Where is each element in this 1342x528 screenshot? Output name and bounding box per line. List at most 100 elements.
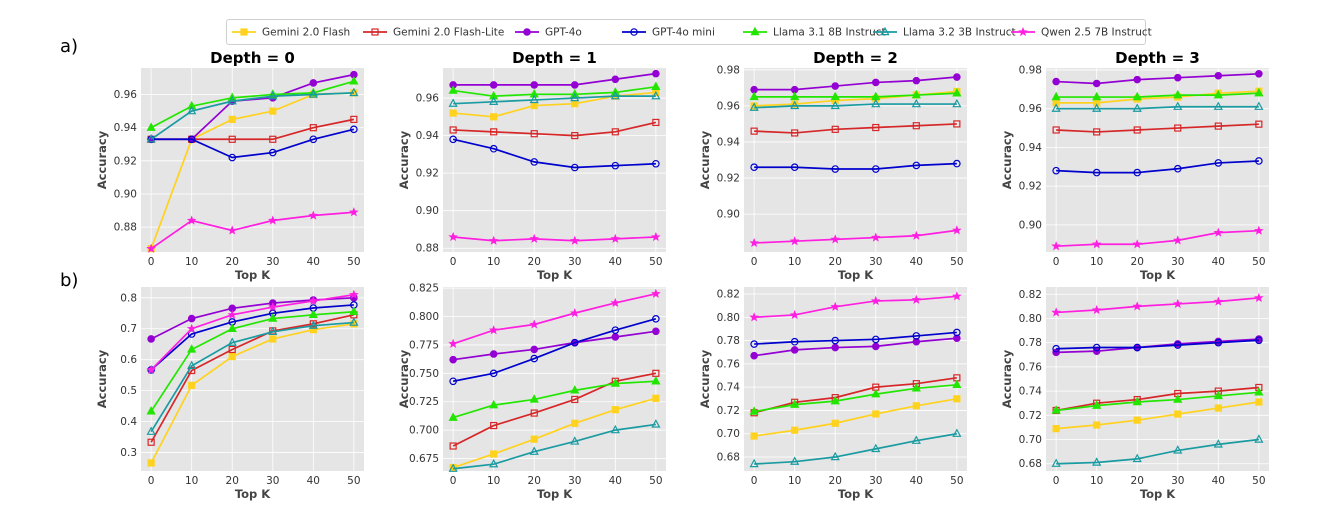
data-point-gemini-2-0-flash bbox=[611, 406, 619, 414]
data-point-gpt-4o-mini bbox=[489, 369, 498, 378]
row-label-b: b) bbox=[60, 270, 79, 291]
series-line-gemini-2-0-flash-lite bbox=[150, 314, 355, 443]
series-line-qwen-2-5-7b-instruct bbox=[1056, 297, 1259, 314]
data-point-gpt-4o bbox=[570, 81, 579, 89]
data-point-gemini-2-0-flash-lite bbox=[1214, 122, 1222, 130]
y-axis-label: Accuracy bbox=[397, 349, 411, 408]
data-point-llama-3-1-8b-instruct bbox=[1132, 396, 1142, 406]
data-point-llama-3-1-8b-instruct bbox=[651, 376, 661, 385]
data-point-qwen-2-5-7b-instruct bbox=[349, 289, 359, 299]
data-point-gpt-4o-mini bbox=[309, 135, 318, 144]
data-point-gpt-4o bbox=[871, 342, 880, 351]
data-point-llama-3-1-8b-instruct bbox=[570, 385, 580, 394]
data-point-gpt-4o bbox=[1133, 75, 1142, 84]
data-point-gpt-4o-mini bbox=[831, 336, 840, 345]
y-tick-label: 0.96 bbox=[717, 100, 741, 112]
x-tick-label: 0 bbox=[148, 475, 155, 487]
series-line-llama-3-2-3b-instruct bbox=[453, 423, 656, 470]
data-point-gpt-4o-mini bbox=[489, 144, 498, 153]
y-axis-label: Accuracy bbox=[698, 349, 712, 408]
x-tick-label: 10 bbox=[788, 475, 801, 487]
series-line-qwen-2-5-7b-instruct bbox=[453, 236, 656, 242]
chart-title: Depth = 0 bbox=[210, 49, 295, 67]
data-point-qwen-2-5-7b-instruct bbox=[830, 301, 841, 311]
data-point-qwen-2-5-7b-instruct bbox=[267, 215, 278, 225]
data-point-qwen-2-5-7b-instruct bbox=[1132, 301, 1143, 311]
legend-label-gpt-4o: GPT-4o bbox=[545, 27, 582, 39]
x-tick-label: 50 bbox=[649, 475, 662, 487]
data-point-gpt-4o-mini bbox=[871, 165, 880, 173]
y-axis-label: Accuracy bbox=[397, 130, 411, 189]
data-point-gpt-4o-mini bbox=[1092, 168, 1101, 177]
data-point-qwen-2-5-7b-instruct bbox=[610, 297, 621, 307]
data-point-gemini-2-0-flash-lite bbox=[449, 126, 457, 134]
data-point-qwen-2-5-7b-instruct bbox=[267, 302, 278, 312]
series-line-gemini-2-0-flash bbox=[1056, 90, 1259, 104]
data-point-gpt-4o bbox=[611, 75, 620, 84]
x-tick-label: 10 bbox=[1090, 475, 1103, 487]
legend-marker-qwen-2-5-7b-instruct bbox=[1018, 26, 1028, 37]
y-tick-label: 0.90 bbox=[717, 209, 740, 221]
data-point-gpt-4o bbox=[953, 73, 961, 81]
data-point-qwen-2-5-7b-instruct bbox=[911, 294, 922, 304]
data-point-gemini-2-0-flash bbox=[490, 450, 498, 458]
data-point-llama-3-2-3b-instruct bbox=[489, 458, 499, 468]
data-point-gpt-4o bbox=[652, 69, 660, 78]
data-point-qwen-2-5-7b-instruct bbox=[789, 236, 800, 246]
series-line-llama-3-2-3b-instruct bbox=[1056, 438, 1259, 465]
data-point-llama-3-2-3b-instruct bbox=[1051, 458, 1061, 467]
series-line-gpt-4o bbox=[754, 337, 957, 357]
data-point-gpt-4o-mini bbox=[1052, 166, 1060, 175]
series-line-gpt-4o-mini bbox=[150, 304, 354, 371]
y-tick-label: 0.70 bbox=[717, 428, 740, 440]
data-point-llama-3-2-3b-instruct bbox=[610, 90, 620, 100]
x-tick-label: 0 bbox=[450, 256, 457, 268]
x-tick-label: 20 bbox=[829, 475, 842, 487]
data-point-gpt-4o-mini bbox=[449, 377, 457, 386]
data-point-gemini-2-0-flash bbox=[309, 326, 317, 334]
x-tick-label: 50 bbox=[347, 256, 360, 268]
data-point-gpt-4o bbox=[750, 351, 758, 360]
data-point-qwen-2-5-7b-instruct bbox=[1213, 296, 1224, 306]
data-point-llama-3-2-3b-instruct bbox=[871, 443, 881, 453]
x-tick-label: 20 bbox=[528, 475, 541, 487]
data-point-gemini-2-0-flash-lite bbox=[1133, 126, 1141, 134]
data-point-qwen-2-5-7b-instruct bbox=[1172, 235, 1183, 245]
data-point-llama-3-2-3b-instruct bbox=[1092, 103, 1102, 112]
data-point-qwen-2-5-7b-instruct bbox=[186, 215, 197, 225]
x-axis-label: Top K bbox=[838, 487, 874, 501]
data-point-llama-3-1-8b-instruct bbox=[308, 309, 318, 319]
data-point-qwen-2-5-7b-instruct bbox=[749, 312, 759, 322]
x-tick-label: 50 bbox=[347, 475, 360, 487]
data-point-gpt-4o bbox=[831, 82, 840, 90]
x-tick-label: 10 bbox=[788, 256, 801, 268]
legend-label-llama-3-2-3b-instruct: Llama 3.2 3B Instruct bbox=[903, 27, 1016, 39]
data-point-llama-3-2-3b-instruct bbox=[1254, 434, 1264, 443]
x-tick-label: 40 bbox=[307, 475, 320, 487]
data-point-qwen-2-5-7b-instruct bbox=[569, 235, 580, 245]
series-line-gpt-4o-mini bbox=[754, 331, 957, 345]
series-line-qwen-2-5-7b-instruct bbox=[150, 211, 354, 250]
data-point-qwen-2-5-7b-instruct bbox=[227, 225, 238, 235]
data-point-gemini-2-0-flash bbox=[228, 352, 236, 361]
data-point-llama-3-1-8b-instruct bbox=[1173, 89, 1183, 99]
series-line-gpt-4o bbox=[453, 72, 656, 86]
data-point-gpt-4o-mini bbox=[831, 165, 840, 173]
data-point-gpt-4o bbox=[912, 76, 921, 85]
data-point-gemini-2-0-flash bbox=[1133, 416, 1141, 424]
data-point-gpt-4o-mini bbox=[530, 354, 539, 363]
y-tick-label: 0.80 bbox=[1019, 313, 1042, 325]
data-point-llama-3-1-8b-instruct bbox=[911, 383, 921, 392]
data-point-gemini-2-0-flash bbox=[831, 419, 839, 427]
data-point-llama-3-2-3b-instruct bbox=[871, 98, 881, 108]
data-point-gpt-4o bbox=[147, 335, 155, 343]
data-point-gemini-2-0-flash-lite bbox=[571, 395, 579, 404]
x-tick-label: 40 bbox=[910, 475, 923, 487]
x-tick-label: 0 bbox=[1053, 256, 1060, 268]
data-point-gpt-4o bbox=[1052, 77, 1060, 86]
data-point-gpt-4o-mini bbox=[228, 153, 237, 162]
data-point-llama-3-2-3b-instruct bbox=[610, 424, 620, 434]
data-point-gemini-2-0-flash-lite bbox=[490, 421, 498, 430]
legend-marker-gpt-4o bbox=[523, 28, 531, 36]
legend-marker-llama-3-2-3b-instruct bbox=[880, 26, 890, 36]
